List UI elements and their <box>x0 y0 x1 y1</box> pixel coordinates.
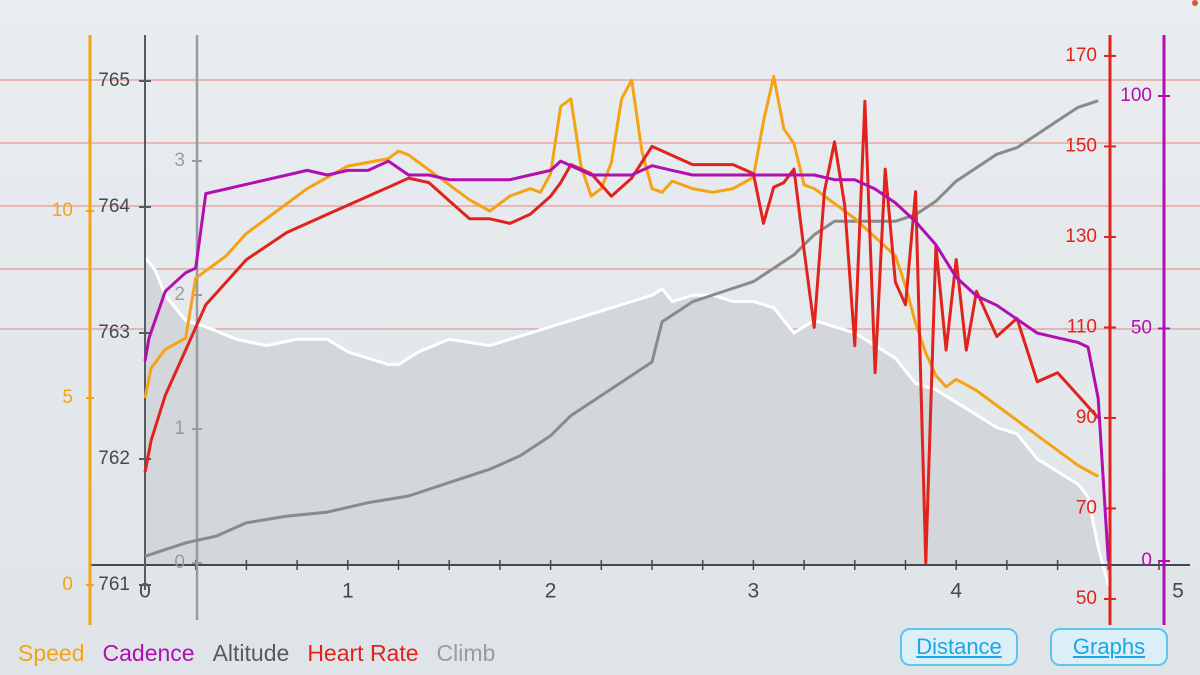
cadence-tick-label-50: 50 <box>1131 318 1152 339</box>
speed-tick-label-10: 10 <box>52 200 73 221</box>
altitude-tick-label-763: 763 <box>98 322 130 343</box>
graphs-button[interactable]: Graphs <box>1050 628 1168 666</box>
heart-rate-tick-label-170: 170 <box>1065 45 1097 66</box>
x-tick-label-1: 1 <box>342 580 354 603</box>
legend-speed: Speed <box>18 640 85 666</box>
x-tick-label-4: 4 <box>950 580 962 603</box>
heart-rate-tick-label-70: 70 <box>1076 497 1097 518</box>
heart-rate-tick-label-150: 150 <box>1065 135 1097 156</box>
cadence-tick-label-100: 100 <box>1120 85 1152 106</box>
altitude-tick-label-761: 761 <box>98 574 130 595</box>
altitude-tick-label-765: 765 <box>98 70 130 91</box>
heart-rate-tick-label-110: 110 <box>1067 316 1097 337</box>
corner-dot <box>1192 0 1198 6</box>
x-tick-label-2: 2 <box>545 580 557 603</box>
chart-legend: Speed Cadence Altitude Heart Rate Climb <box>18 640 513 667</box>
speed-tick-label-0: 0 <box>62 574 73 595</box>
heart-rate-tick-label-130: 130 <box>1065 226 1097 247</box>
climb-tick-label-2: 2 <box>174 284 185 305</box>
legend-cadence: Cadence <box>102 640 195 666</box>
legend-heart-rate: Heart Rate <box>307 640 419 666</box>
cadence-tick-label-0: 0 <box>1141 550 1152 571</box>
altitude-tick-label-762: 762 <box>98 448 130 469</box>
heart-rate-tick-label-90: 90 <box>1076 407 1097 428</box>
legend-altitude: Altitude <box>212 640 290 666</box>
heart-rate-tick-label-50: 50 <box>1076 588 1097 609</box>
climb-tick-label-0: 0 <box>174 552 185 573</box>
climb-tick-label-3: 3 <box>174 150 185 171</box>
x-tick-label-0: 0 <box>139 580 151 603</box>
climb-tick-label-1: 1 <box>174 418 185 439</box>
altitude-line <box>143 256 1110 586</box>
climb-line <box>144 99 1099 558</box>
cadence-line <box>143 159 1110 562</box>
speed-tick-label-5: 5 <box>62 387 73 408</box>
distance-button[interactable]: Distance <box>900 628 1018 666</box>
x-tick-label-3: 3 <box>748 580 760 603</box>
x-tick-label-5: 5 <box>1172 580 1184 603</box>
altitude-area <box>145 257 1109 585</box>
altitude-tick-label-764: 764 <box>98 196 130 217</box>
legend-climb: Climb <box>436 640 496 666</box>
